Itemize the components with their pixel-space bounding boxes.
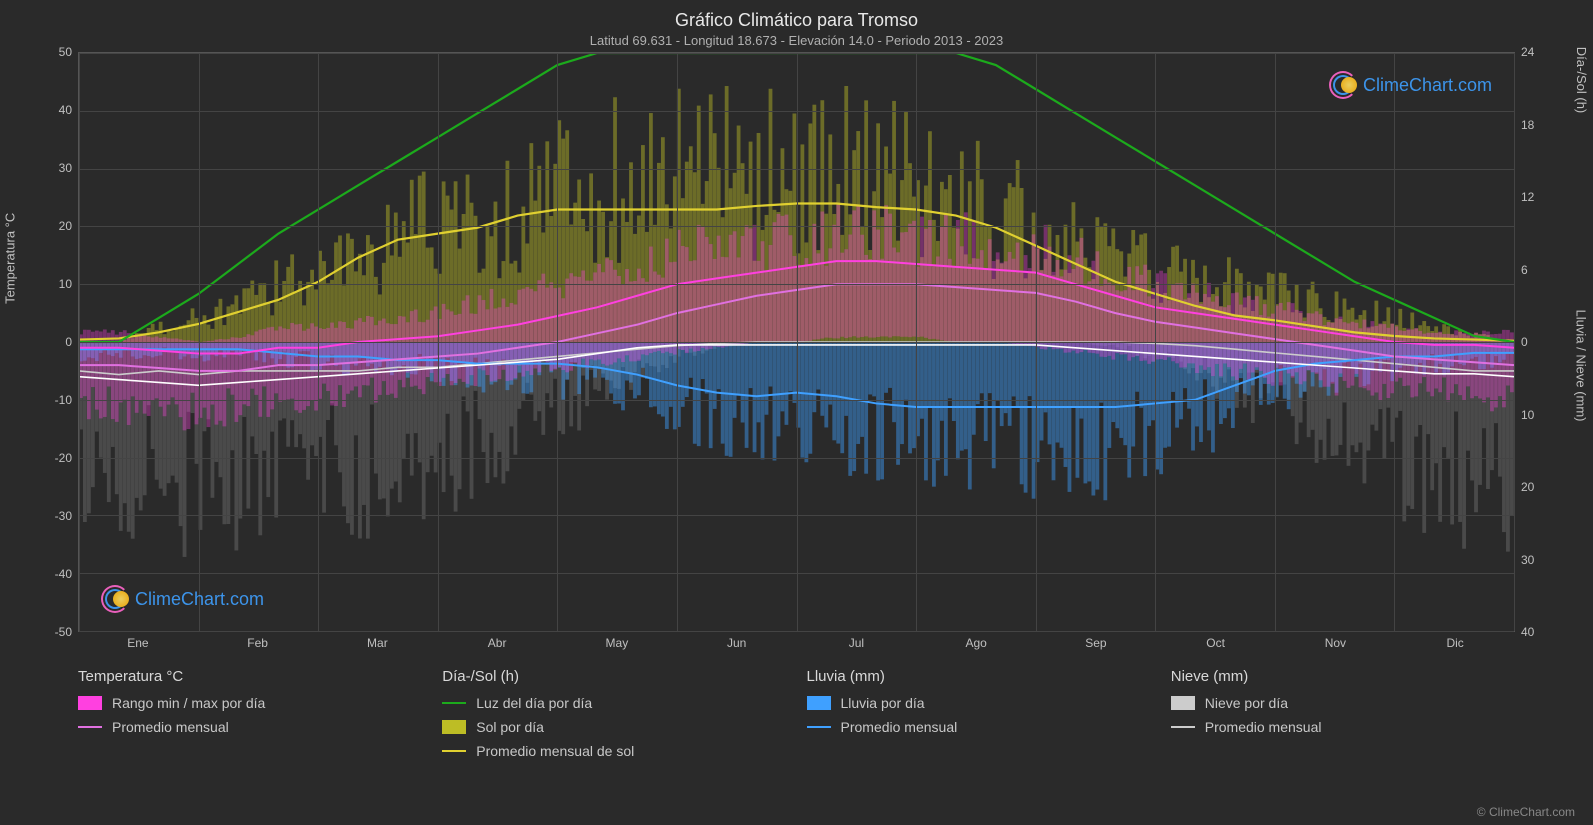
- legend: Temperatura °C Rango min / max por día Pro…: [78, 668, 1515, 767]
- legend-swatch: [1171, 696, 1195, 710]
- legend-label: Promedio mensual de sol: [476, 743, 634, 759]
- legend-column: Lluvia (mm) Lluvia por día Promedio mensua…: [807, 668, 1151, 767]
- climate-chart: Gráfico Climático para Tromso Latitud 69…: [0, 0, 1593, 825]
- watermark-icon: [1329, 71, 1357, 99]
- plot-wrap: Temperatura °C -50-40-30-20-100102030405…: [20, 52, 1573, 632]
- x-tick: Feb: [247, 636, 268, 650]
- x-tick: Dic: [1446, 636, 1463, 650]
- x-tick: Jul: [849, 636, 864, 650]
- y-left-tick: 20: [59, 219, 72, 233]
- y-right-top-tick: 6: [1521, 263, 1528, 277]
- legend-item: Nieve por día: [1171, 695, 1515, 711]
- plot-area: ClimeChart.com ClimeChart.com: [78, 52, 1515, 632]
- legend-swatch: [442, 750, 466, 752]
- legend-head: Nieve (mm): [1171, 668, 1515, 685]
- y-left-tick: 50: [59, 45, 72, 59]
- legend-swatch: [78, 726, 102, 728]
- watermark-top: ClimeChart.com: [1329, 71, 1492, 99]
- y-axis-right: Día-/Sol (h) Lluvia / Nieve (mm) 0612182…: [1515, 52, 1573, 632]
- legend-swatch: [442, 702, 466, 704]
- legend-swatch: [1171, 726, 1195, 728]
- y-right-top-tick: 18: [1521, 118, 1534, 132]
- legend-item: Promedio mensual: [807, 719, 1151, 735]
- legend-head: Temperatura °C: [78, 668, 422, 685]
- y-left-tick: 0: [65, 335, 72, 349]
- y-axis-left: Temperatura °C -50-40-30-20-100102030405…: [20, 52, 78, 632]
- legend-head: Día-/Sol (h): [442, 668, 786, 685]
- legend-label: Lluvia por día: [841, 695, 925, 711]
- watermark-icon: [101, 585, 129, 613]
- y-left-tick: 10: [59, 277, 72, 291]
- y-right-top-tick: 24: [1521, 45, 1534, 59]
- x-tick: Jun: [727, 636, 746, 650]
- legend-label: Nieve por día: [1205, 695, 1288, 711]
- legend-item: Promedio mensual de sol: [442, 743, 786, 759]
- copyright: © ClimeChart.com: [1477, 805, 1575, 819]
- x-tick: Oct: [1206, 636, 1225, 650]
- x-axis-ticks: Ene Feb Mar Abr May Jun Jul Ago Sep Oct Nov Dic: [78, 632, 1515, 654]
- chart-subtitle: Latitud 69.631 - Longitud 18.673 - Eleva…: [20, 33, 1573, 48]
- legend-item: Luz del día por día: [442, 695, 786, 711]
- legend-label: Luz del día por día: [476, 695, 592, 711]
- y-left-tick: -10: [55, 393, 72, 407]
- legend-item: Promedio mensual: [78, 719, 422, 735]
- chart-title: Gráfico Climático para Tromso: [20, 10, 1573, 31]
- legend-swatch: [807, 726, 831, 728]
- legend-column: Temperatura °C Rango min / max por día Pro…: [78, 668, 422, 767]
- legend-item: Rango min / max por día: [78, 695, 422, 711]
- legend-swatch: [807, 696, 831, 710]
- legend-item: Sol por día: [442, 719, 786, 735]
- x-tick: Ago: [965, 636, 986, 650]
- watermark-text: ClimeChart.com: [135, 589, 264, 610]
- legend-item: Lluvia por día: [807, 695, 1151, 711]
- x-tick: Nov: [1325, 636, 1346, 650]
- y-right-bot-tick: 30: [1521, 553, 1534, 567]
- y-left-tick: 30: [59, 161, 72, 175]
- y-right-top-tick: 0: [1521, 335, 1528, 349]
- y-right-top-tick: 12: [1521, 190, 1534, 204]
- legend-label: Promedio mensual: [112, 719, 229, 735]
- x-tick: Sep: [1085, 636, 1106, 650]
- y-left-tick: 40: [59, 103, 72, 117]
- legend-column: Día-/Sol (h) Luz del día por día Sol por d…: [442, 668, 786, 767]
- y-right-bot-tick: 10: [1521, 408, 1534, 422]
- legend-swatch: [442, 720, 466, 734]
- legend-label: Rango min / max por día: [112, 695, 265, 711]
- x-tick: Mar: [367, 636, 388, 650]
- legend-column: Nieve (mm) Nieve por día Promedio mensual: [1171, 668, 1515, 767]
- legend-head: Lluvia (mm): [807, 668, 1151, 685]
- legend-label: Promedio mensual: [841, 719, 958, 735]
- y-right-bot-tick: 20: [1521, 480, 1534, 494]
- x-tick: Ene: [127, 636, 148, 650]
- y-left-tick: -50: [55, 625, 72, 639]
- legend-item: Promedio mensual: [1171, 719, 1515, 735]
- watermark-bottom: ClimeChart.com: [101, 585, 264, 613]
- watermark-text: ClimeChart.com: [1363, 75, 1492, 96]
- y-right-top-label: Día-/Sol (h): [1574, 47, 1589, 113]
- legend-swatch: [78, 696, 102, 710]
- legend-label: Promedio mensual: [1205, 719, 1322, 735]
- y-left-tick: -30: [55, 509, 72, 523]
- y-left-tick: -20: [55, 451, 72, 465]
- y-left-label: Temperatura °C: [3, 213, 18, 304]
- y-left-tick: -40: [55, 567, 72, 581]
- x-tick: Abr: [488, 636, 507, 650]
- y-right-bot-tick: 40: [1521, 625, 1534, 639]
- title-block: Gráfico Climático para Tromso Latitud 69…: [20, 10, 1573, 48]
- y-right-bot-label: Lluvia / Nieve (mm): [1574, 309, 1589, 421]
- legend-label: Sol por día: [476, 719, 544, 735]
- x-tick: May: [606, 636, 629, 650]
